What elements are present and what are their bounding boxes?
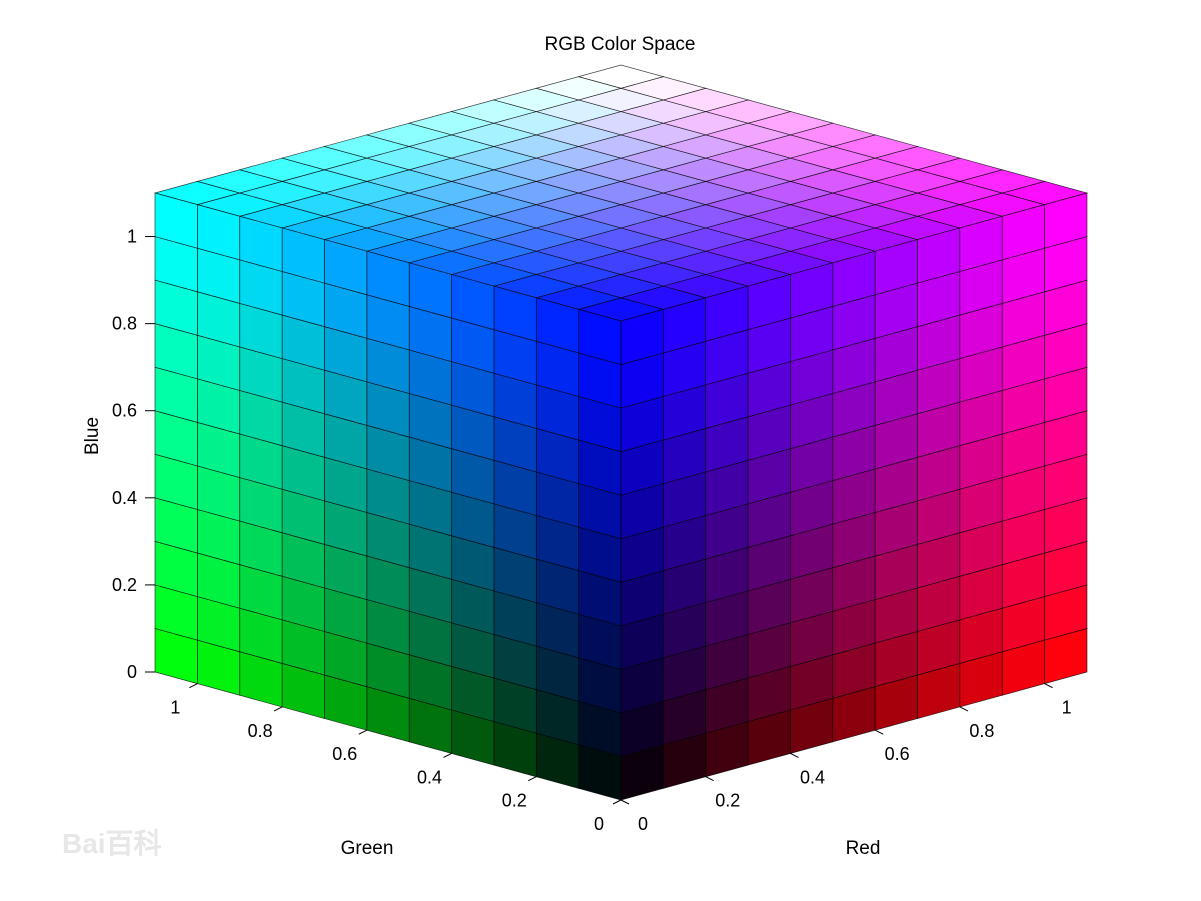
green-tick	[528, 776, 537, 782]
green-tick-label: 0.2	[502, 791, 527, 811]
red-tick	[705, 776, 714, 782]
blue-tick-label: 0.2	[112, 575, 137, 595]
blue-axis-label: Blue	[82, 417, 103, 455]
chart-title: RGB Color Space	[544, 34, 695, 55]
blue-tick-label: 0.8	[112, 314, 137, 334]
red-tick-label: 0.8	[969, 721, 994, 741]
blue-tick-label: 1	[127, 227, 137, 247]
baidu-watermark: Bai百科	[62, 828, 162, 859]
cube-faces	[153, 64, 1089, 801]
green-tick-label: 0.6	[332, 744, 357, 764]
red-tick	[959, 706, 969, 712]
red-axis-label: Red	[846, 838, 881, 859]
red-tick	[790, 753, 799, 758]
red-tick-label: 0.2	[715, 791, 740, 811]
red-tick	[620, 799, 630, 805]
face-top-cell	[577, 64, 665, 89]
green-tick	[612, 799, 622, 805]
blue-tick-label: 0.4	[112, 488, 137, 508]
red-tick-label: 0.4	[800, 767, 825, 787]
green-tick	[273, 706, 283, 712]
green-tick	[358, 729, 368, 735]
green-tick-label: 0.4	[417, 767, 442, 787]
red-tick-label: 0	[638, 814, 648, 834]
green-tick	[443, 753, 452, 758]
red-tick	[1044, 683, 1053, 689]
green-tick	[189, 683, 198, 689]
red-tick-label: 1	[1062, 698, 1072, 718]
green-tick-label: 1	[170, 698, 180, 718]
green-tick-label: 0.8	[248, 721, 273, 741]
blue-tick-label: 0.6	[112, 401, 137, 421]
blue-tick-label: 0	[127, 662, 137, 682]
red-tick-label: 0.6	[885, 744, 910, 764]
face-red0-cell	[154, 192, 198, 249]
axis-ticks: 0 0 0 0.2 0.2 0.2 0.4 0.4 0.4 0.6 0.6 0.6 0.8 0.8 0.8 1…	[112, 227, 1072, 834]
red-tick	[874, 729, 884, 735]
green-axis-label: Green	[341, 838, 394, 859]
green-tick-label: 0	[594, 814, 604, 834]
face-green0-cell	[1044, 192, 1088, 249]
